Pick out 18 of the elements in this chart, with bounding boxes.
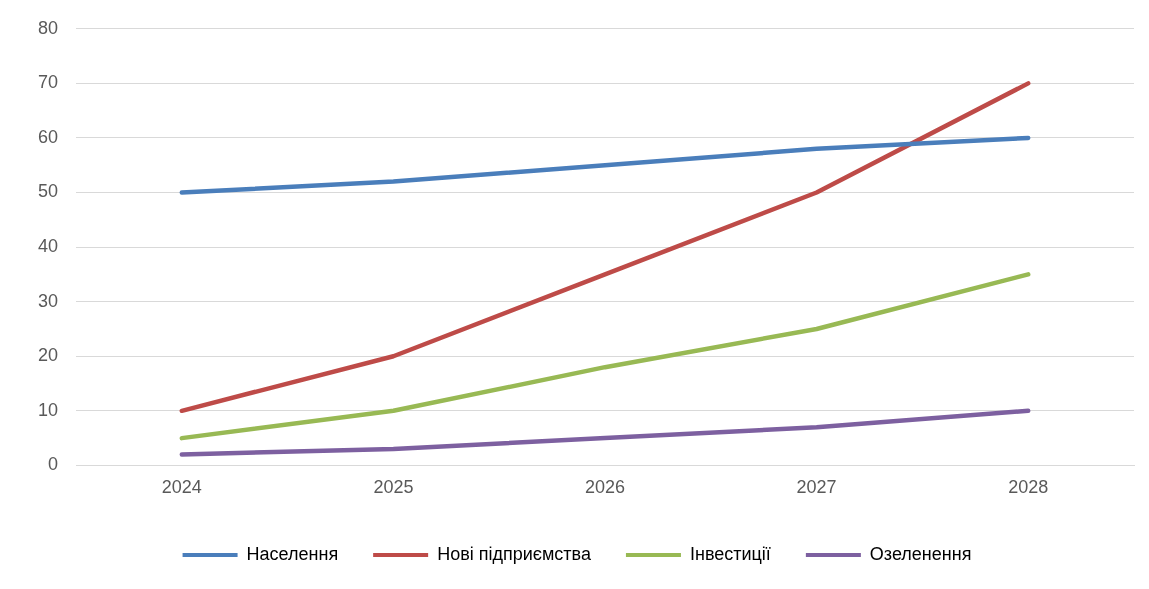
x-tick-label: 2027 <box>796 477 837 498</box>
legend-label: Інвестиції <box>689 543 771 564</box>
legend-label: Нові підприємства <box>437 543 592 564</box>
y-tick-label: 60 <box>37 126 59 147</box>
x-tick-label: 2025 <box>373 477 414 498</box>
y-tick-label: 0 <box>48 454 59 475</box>
y-tick-label: 40 <box>37 236 59 257</box>
x-tick-label: 2026 <box>584 477 626 498</box>
x-tick-label: 2028 <box>1008 477 1049 498</box>
x-tick-label: 2024 <box>161 477 202 498</box>
y-tick-label: 10 <box>37 399 59 420</box>
y-tick-label: 50 <box>37 181 59 202</box>
y-tick-label: 80 <box>37 17 59 38</box>
legend-label: Населення <box>246 543 339 564</box>
y-tick-label: 20 <box>37 345 59 366</box>
y-tick-label: 70 <box>37 72 59 93</box>
y-tick-label: 30 <box>37 290 59 311</box>
legend-label: Озеленення <box>869 543 972 564</box>
